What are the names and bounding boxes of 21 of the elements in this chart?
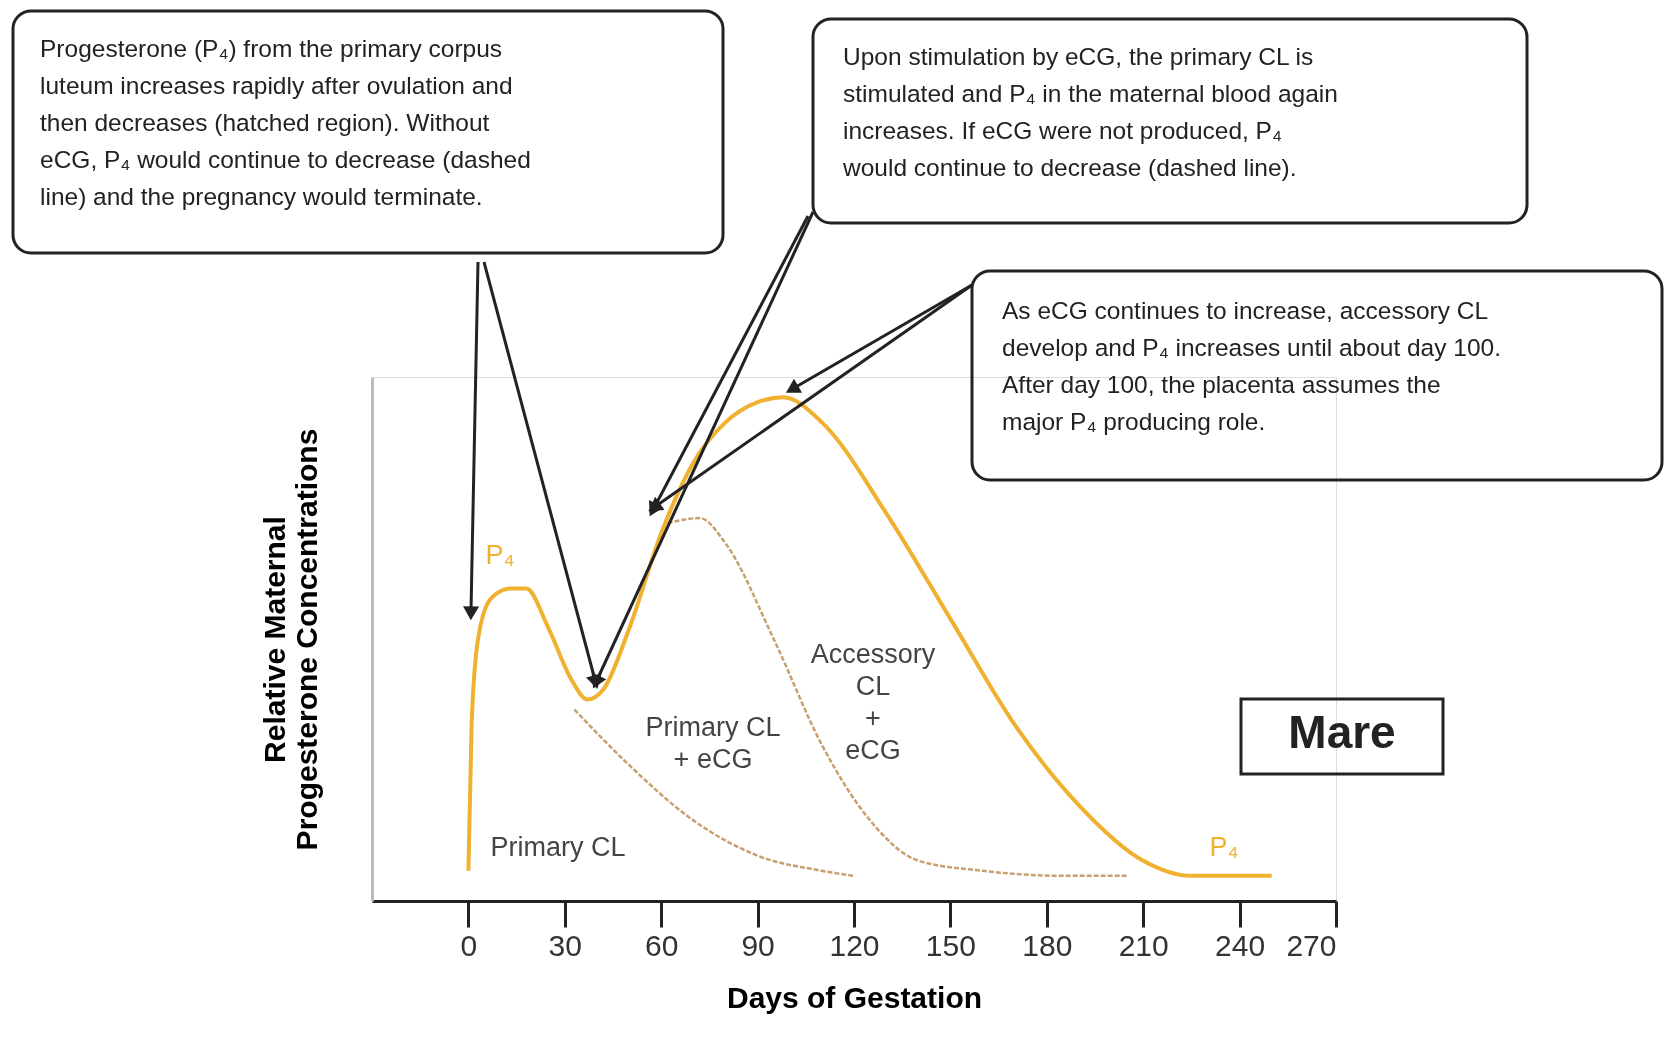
x-tick-label: 270 <box>1286 928 1337 962</box>
x-tick-label: 240 <box>1215 928 1266 962</box>
text: Progesterone (P₄) from the primary corpus luteum increases rapidly after ovulation and then decreases (hatched region). Without eCG, P₄ would continue to decrease (dashed line) and the pregnancy would terminate. <box>40 35 531 210</box>
x-tick-label: 210 <box>1118 928 1169 962</box>
x-axis-title: Days of Gestation <box>726 980 983 1014</box>
x-tick-label: 180 <box>1022 928 1073 962</box>
annotation: Accessory CL + eCG <box>810 639 936 765</box>
x-tick-label: 90 <box>741 928 775 962</box>
annotation: P₄ <box>485 540 515 570</box>
x-tick-label: 30 <box>548 928 582 962</box>
y-axis-title: Relative Maternal Progesterone Concentrations <box>257 428 323 851</box>
annotation: P₄ <box>1209 832 1239 862</box>
x-tick-label: 120 <box>829 928 880 962</box>
x-tick-label: 60 <box>645 928 679 962</box>
annotation: Primary CL <box>490 832 626 862</box>
annotation: As eCG continues to increase, accessory CL develop and P₄ increases until about day 100. After day 100, the placenta assumes the major P₄ producing role. <box>1002 297 1501 435</box>
annotation: Primary CL + eCG <box>645 712 781 774</box>
annotation: Mare <box>1288 706 1396 758</box>
x-tick-label: 150 <box>925 928 976 962</box>
text: Upon stimulation by eCG, the primary CL is stimulated and P₄ in the maternal blood again increases. If eCG were not produced, P₄ would continue to decrease (dashed line). <box>842 43 1338 181</box>
x-tick-label: 0 <box>460 928 478 962</box>
